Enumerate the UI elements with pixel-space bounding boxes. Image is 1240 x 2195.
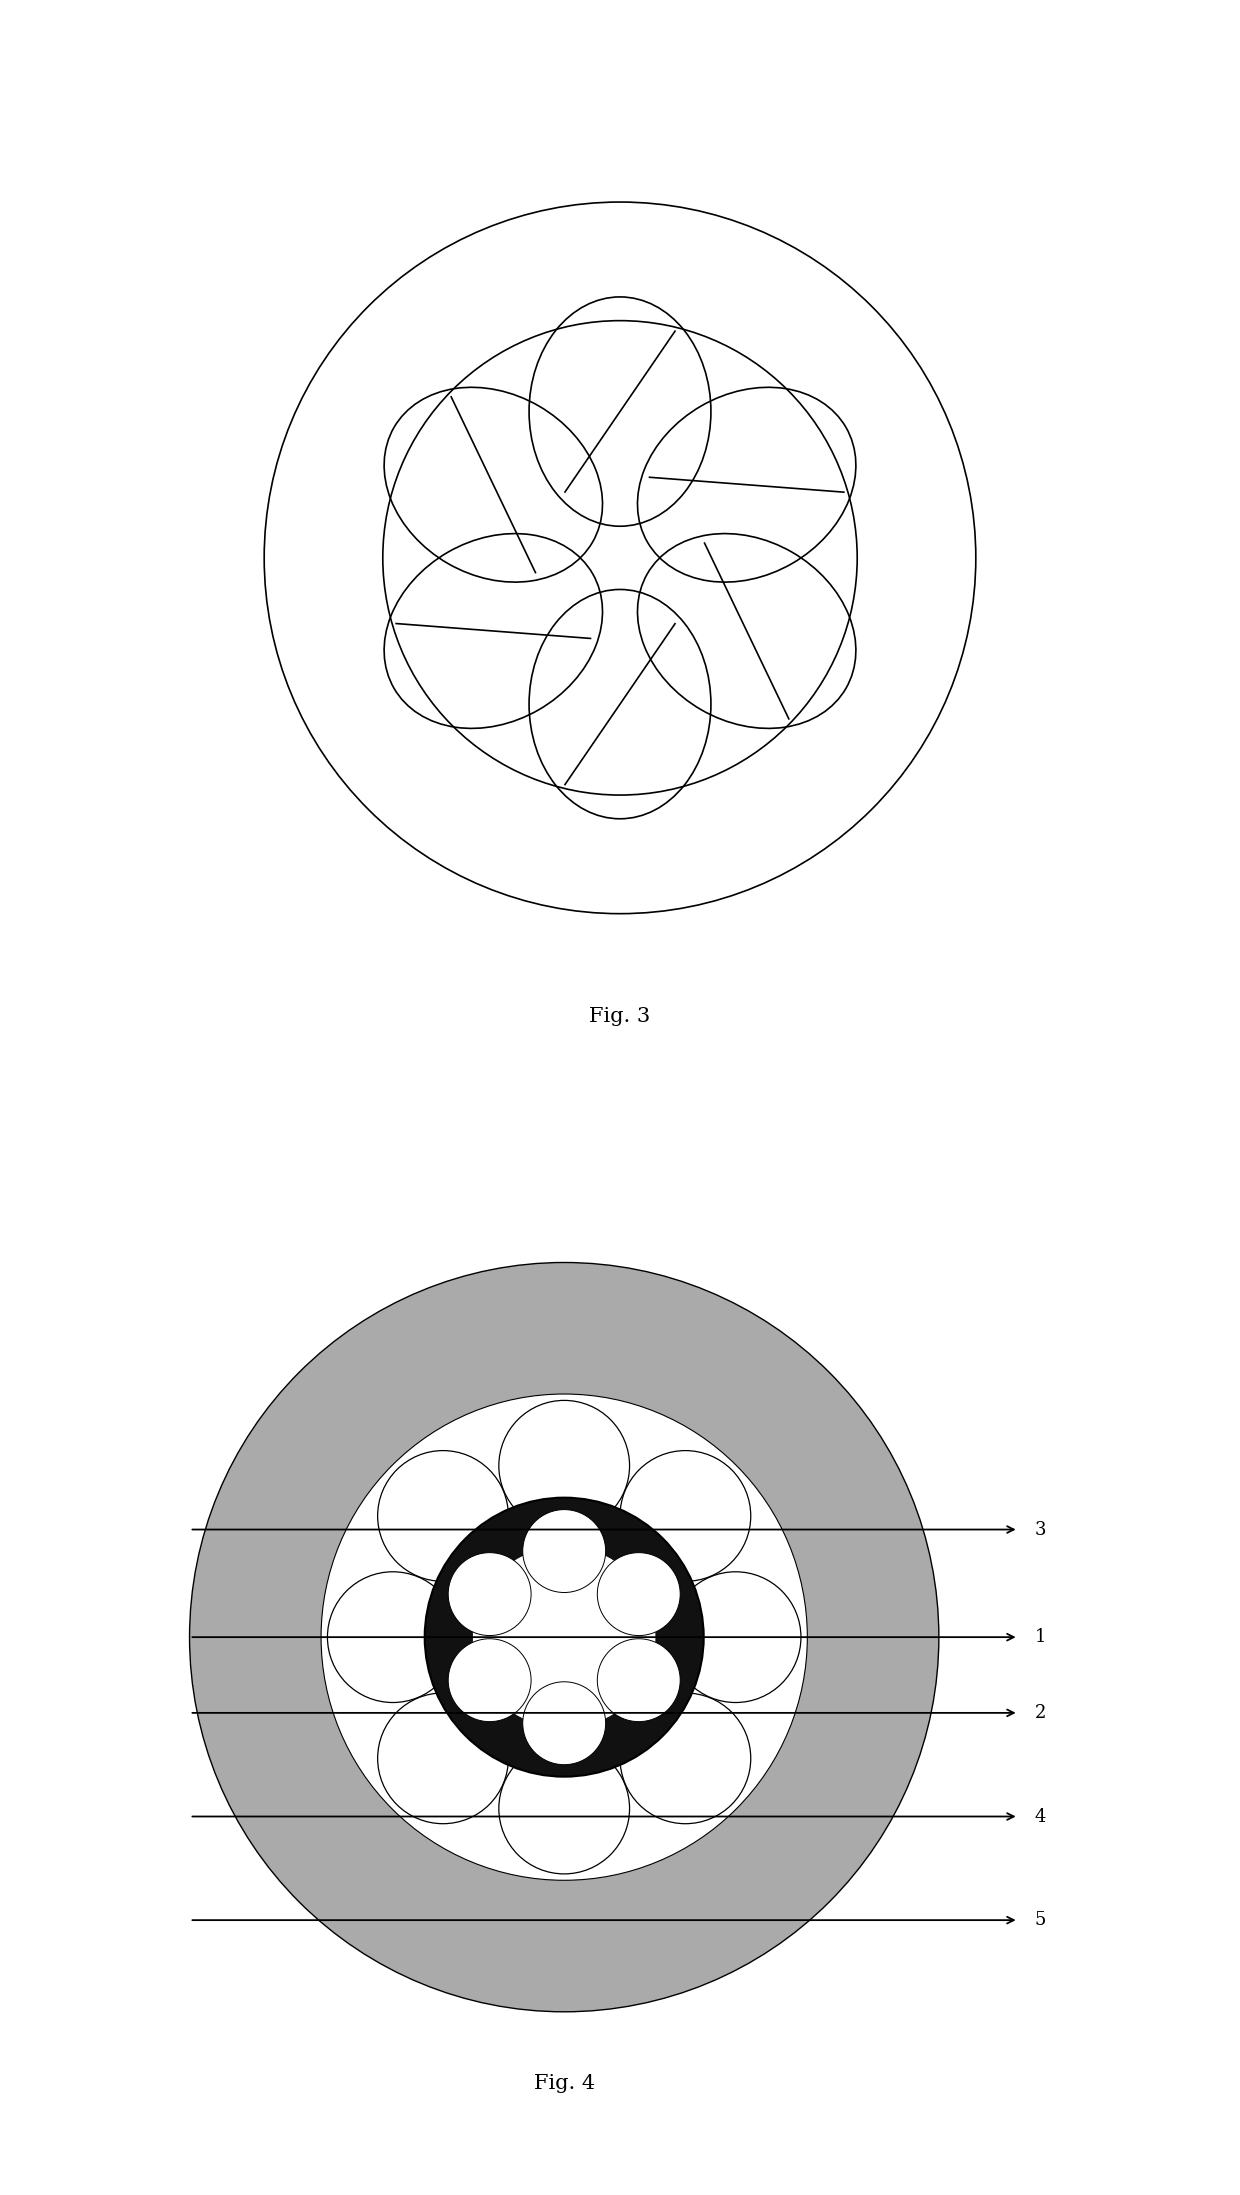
Circle shape <box>598 1552 681 1635</box>
Text: Fig. 4: Fig. 4 <box>533 2074 595 2094</box>
Circle shape <box>498 1743 630 1875</box>
Text: 1: 1 <box>1034 1629 1047 1646</box>
Circle shape <box>448 1640 531 1721</box>
Circle shape <box>378 1451 508 1580</box>
Circle shape <box>498 1400 630 1532</box>
Circle shape <box>190 1262 939 2013</box>
Circle shape <box>448 1552 531 1635</box>
Circle shape <box>327 1572 459 1703</box>
Text: 5: 5 <box>1034 1912 1045 1929</box>
Text: 2: 2 <box>1034 1703 1045 1721</box>
Text: 4: 4 <box>1034 1806 1045 1826</box>
Text: 3: 3 <box>1034 1521 1047 1539</box>
Circle shape <box>378 1692 508 1824</box>
Circle shape <box>424 1497 704 1776</box>
Circle shape <box>620 1692 750 1824</box>
Circle shape <box>620 1451 750 1580</box>
Text: Fig. 3: Fig. 3 <box>589 1008 651 1025</box>
Circle shape <box>671 1572 801 1703</box>
Circle shape <box>523 1681 605 1765</box>
Circle shape <box>598 1640 681 1721</box>
Circle shape <box>472 1545 656 1730</box>
Circle shape <box>523 1510 605 1594</box>
Circle shape <box>321 1394 807 1881</box>
